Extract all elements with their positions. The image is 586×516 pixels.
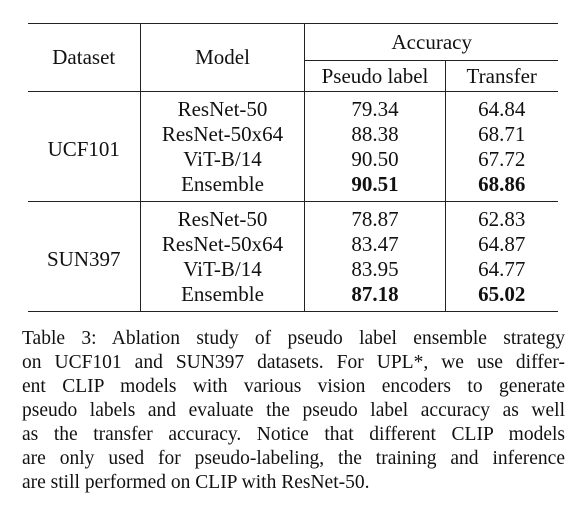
transfer-cell: 64.77 — [478, 257, 526, 281]
model-cell: ViT-B/14 — [140, 147, 306, 172]
header-row-top: Dataset Model Accuracy — [28, 23, 558, 92]
transfer-cell-best: 68.86 — [478, 172, 526, 196]
model-cell: ResNet-50x64 — [140, 232, 306, 257]
table-row: Ensemble 87.18 65.02 — [28, 282, 558, 312]
caption-line: on UCF101 and SUN397 datasets. For UPL*,… — [22, 352, 565, 373]
pseudo-label-cell: 79.34 — [304, 91, 446, 122]
table-row: ResNet-50x64 88.38 68.71 — [28, 122, 558, 147]
model-cell: ViT-B/14 — [140, 257, 306, 282]
transfer-cell-best: 65.02 — [478, 282, 526, 306]
table-caption: Table 3: Ablation study of pseudo label … — [22, 327, 565, 495]
table-row: SUN397 ResNet-50 78.87 62.83 — [28, 201, 558, 312]
pseudo-label-cell-best: 87.18 — [304, 282, 446, 312]
caption-line: pseudo labels and evaluate the pseudo la… — [22, 400, 565, 421]
header-transfer: Transfer — [466, 63, 537, 88]
caption-line: are only used for pseudo-labeling, the t… — [22, 448, 565, 469]
table-row: ViT-B/14 90.50 67.72 — [28, 147, 558, 172]
pseudo-label-cell: 83.47 — [304, 232, 446, 257]
header-accuracy: Accuracy — [304, 23, 558, 61]
pseudo-label-cell-best: 90.51 — [304, 172, 446, 202]
ablation-table: Dataset Model Accuracy Pseudo label Tran… — [28, 23, 558, 312]
pseudo-label-cell: 78.87 — [304, 201, 446, 232]
header-model: Model — [140, 23, 306, 92]
caption-line: are still performed on CLIP with ResNet-… — [22, 472, 370, 493]
table-row: Ensemble 90.51 68.86 — [28, 172, 558, 202]
dataset-cell: SUN397 — [28, 201, 141, 312]
caption-line: ent CLIP models with various vision enco… — [22, 376, 565, 397]
table-row: ViT-B/14 83.95 64.77 — [28, 257, 558, 282]
model-cell: Ensemble — [140, 172, 306, 202]
caption-line: Table 3: Ablation study of pseudo label … — [22, 328, 565, 349]
header-row-sub: Pseudo label Transfer — [28, 60, 558, 92]
model-cell: ResNet-50x64 — [140, 122, 306, 147]
model-cell: Ensemble — [140, 282, 306, 312]
dataset-cell: UCF101 — [28, 91, 141, 202]
model-cell: ResNet-50 — [140, 91, 306, 122]
pseudo-label-cell: 90.50 — [304, 147, 446, 172]
pseudo-label-cell: 83.95 — [304, 257, 446, 282]
transfer-cell: 68.71 — [478, 122, 526, 146]
model-cell: ResNet-50 — [140, 201, 306, 232]
transfer-cell: 62.83 — [478, 207, 526, 231]
header-dataset: Dataset — [28, 23, 141, 92]
header-pseudo-label: Pseudo label — [304, 60, 446, 92]
caption-line: as the transfer accuracy. Notice that di… — [22, 424, 565, 445]
transfer-cell: 67.72 — [478, 147, 526, 171]
table-row: UCF101 ResNet-50 79.34 64.84 — [28, 91, 558, 202]
table-row: ResNet-50x64 83.47 64.87 — [28, 232, 558, 257]
transfer-cell: 64.84 — [478, 97, 526, 121]
pseudo-label-cell: 88.38 — [304, 122, 446, 147]
results-table-container: Dataset Model Accuracy Pseudo label Tran… — [28, 23, 558, 312]
transfer-cell: 64.87 — [478, 232, 526, 256]
